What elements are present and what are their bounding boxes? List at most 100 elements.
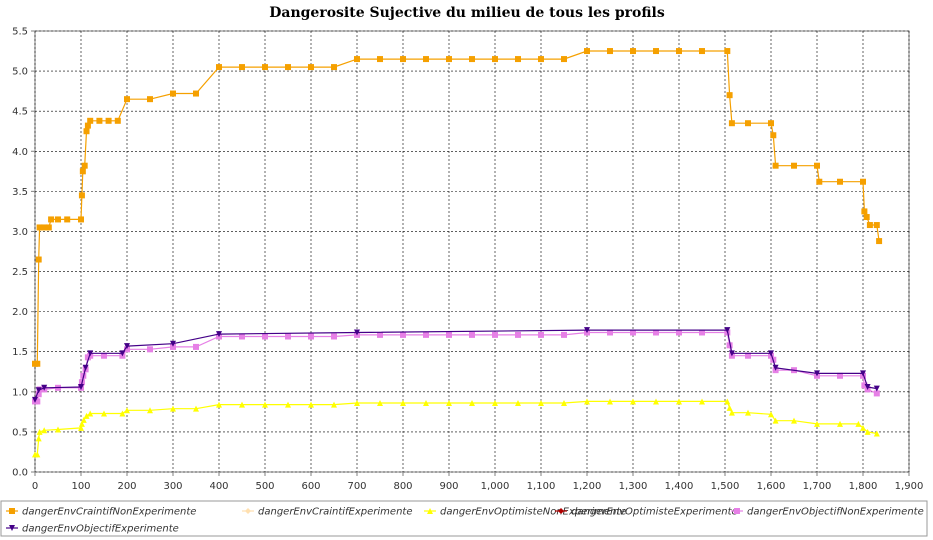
legend-marker bbox=[558, 508, 564, 514]
data-point bbox=[791, 417, 797, 424]
y-tick-label: 1.0 bbox=[12, 387, 28, 398]
data-point bbox=[724, 327, 731, 334]
data-point bbox=[446, 56, 452, 63]
data-point bbox=[285, 333, 291, 340]
legend-marker bbox=[9, 508, 15, 514]
data-point bbox=[630, 48, 636, 55]
data-point bbox=[239, 64, 245, 71]
data-point bbox=[584, 48, 590, 55]
data-point bbox=[728, 409, 735, 416]
data-point bbox=[724, 48, 731, 55]
data-point bbox=[768, 120, 774, 127]
data-point bbox=[791, 162, 797, 169]
data-point bbox=[55, 216, 61, 223]
data-point bbox=[699, 329, 705, 336]
y-tick-label: 0.0 bbox=[12, 468, 28, 479]
data-point bbox=[105, 117, 112, 124]
data-point bbox=[492, 56, 498, 63]
data-point bbox=[837, 178, 843, 185]
data-point bbox=[193, 90, 199, 97]
data-point bbox=[561, 56, 567, 63]
data-point bbox=[262, 333, 268, 340]
data-point bbox=[469, 56, 475, 63]
data-point bbox=[861, 382, 868, 389]
data-point bbox=[147, 346, 153, 353]
data-point bbox=[538, 331, 544, 338]
data-point bbox=[193, 405, 199, 412]
data-point bbox=[87, 117, 94, 124]
data-point bbox=[87, 410, 94, 417]
y-tick-label: 3.5 bbox=[12, 187, 28, 198]
data-point bbox=[34, 451, 41, 458]
data-point bbox=[147, 96, 153, 103]
data-point bbox=[446, 400, 452, 407]
x-tick-label: 1,700 bbox=[803, 481, 832, 492]
data-point bbox=[400, 331, 406, 338]
legend-item: dangerEnvObjectifExperimente bbox=[6, 524, 179, 535]
data-point bbox=[630, 329, 636, 336]
data-point bbox=[772, 417, 779, 424]
data-point bbox=[83, 128, 90, 135]
data-point bbox=[64, 216, 71, 223]
chart-title: Dangerosite Sujective du milieu de tous … bbox=[269, 5, 665, 21]
data-point bbox=[726, 92, 733, 99]
legend-label: dangerEnvObjectifExperimente bbox=[22, 524, 179, 535]
data-point bbox=[285, 401, 291, 408]
data-point bbox=[239, 333, 245, 340]
data-point bbox=[114, 117, 121, 124]
data-point bbox=[515, 400, 521, 407]
data-point bbox=[34, 360, 41, 367]
series-line bbox=[35, 50, 880, 365]
data-point bbox=[864, 384, 871, 391]
data-point bbox=[653, 48, 659, 55]
data-point bbox=[308, 401, 314, 408]
data-point bbox=[285, 64, 291, 71]
x-axis: 0 100 200 300 400 500 600 700 800 900 1,000 1,100 1,… bbox=[32, 472, 924, 492]
grid bbox=[34, 30, 910, 473]
data-point bbox=[124, 407, 130, 414]
data-point bbox=[607, 48, 613, 55]
data-point bbox=[331, 64, 337, 71]
data-point bbox=[866, 222, 873, 229]
legend-item: dangerEnvOptimisteNonExperimente bbox=[424, 507, 627, 518]
data-point bbox=[423, 331, 429, 338]
data-point bbox=[41, 384, 48, 391]
data-point bbox=[873, 430, 880, 437]
data-point bbox=[860, 424, 866, 431]
data-point bbox=[676, 329, 682, 336]
data-point bbox=[216, 331, 222, 338]
legend-label: dangerEnvOptimisteNonExperimente bbox=[440, 507, 627, 518]
data-point bbox=[170, 405, 176, 412]
data-point bbox=[515, 56, 521, 63]
legend-marker bbox=[427, 508, 433, 514]
x-tick-label: 300 bbox=[163, 481, 182, 492]
data-point bbox=[83, 412, 90, 419]
data-point bbox=[745, 352, 751, 359]
data-point bbox=[860, 178, 866, 185]
data-point bbox=[35, 435, 42, 442]
data-point bbox=[35, 387, 42, 394]
data-point bbox=[873, 390, 880, 397]
x-tick-label: 1,900 bbox=[895, 481, 924, 492]
data-point bbox=[55, 426, 61, 433]
data-point bbox=[699, 398, 705, 405]
data-point bbox=[170, 90, 176, 97]
data-point bbox=[561, 331, 567, 338]
plot-background bbox=[34, 30, 910, 473]
data-point bbox=[538, 400, 544, 407]
data-point bbox=[78, 424, 84, 431]
data-point bbox=[607, 329, 613, 336]
data-point bbox=[354, 56, 360, 63]
x-tick-label: 0 bbox=[32, 481, 38, 492]
data-point bbox=[45, 224, 52, 231]
x-tick-label: 400 bbox=[209, 481, 228, 492]
x-tick-label: 800 bbox=[393, 481, 412, 492]
data-point bbox=[561, 400, 567, 407]
data-point bbox=[308, 64, 314, 71]
data-point bbox=[469, 331, 475, 338]
data-point bbox=[726, 404, 733, 411]
data-point bbox=[492, 331, 498, 338]
x-tick-label: 1,800 bbox=[849, 481, 878, 492]
x-tick-label: 1,200 bbox=[573, 481, 602, 492]
series-layer bbox=[32, 48, 883, 458]
